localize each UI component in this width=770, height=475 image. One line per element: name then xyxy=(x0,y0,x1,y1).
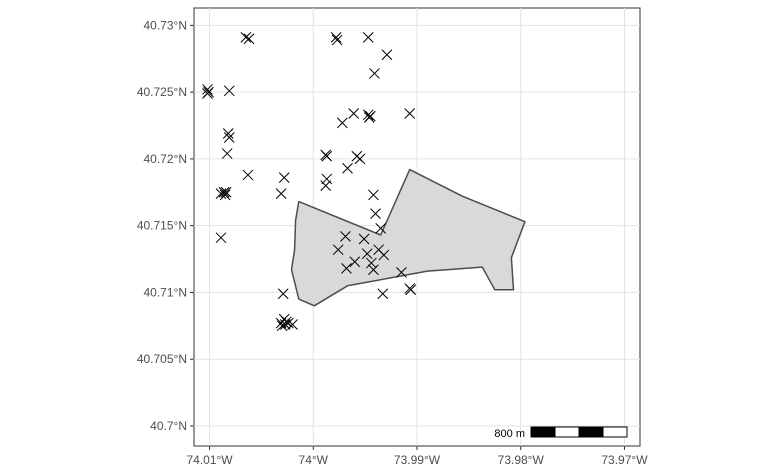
point-marker xyxy=(242,169,254,181)
point-marker xyxy=(405,284,417,296)
point-marker xyxy=(342,162,353,174)
y-tick-label: 40.73°N xyxy=(144,18,188,32)
point-marker xyxy=(321,150,333,162)
x-tick-label: 73.99°W xyxy=(394,453,441,467)
point-marker xyxy=(358,233,370,245)
point-marker xyxy=(330,32,342,43)
point-marker xyxy=(348,108,360,119)
point-marker xyxy=(222,128,234,139)
point-marker xyxy=(275,188,287,199)
x-tick-label: 73.97°W xyxy=(601,453,648,467)
scale-bar-segment xyxy=(530,426,556,438)
point-marker xyxy=(396,267,407,278)
point-marker xyxy=(243,33,255,45)
x-tick-label: 73.98°W xyxy=(498,453,545,467)
point-marker xyxy=(220,186,232,198)
point-marker xyxy=(283,317,294,329)
point-marker xyxy=(320,180,332,191)
point-marker xyxy=(361,248,373,260)
point-marker xyxy=(341,263,352,274)
point-marker xyxy=(202,84,213,95)
scale-bar-label: 800 m xyxy=(494,428,525,440)
point-marker xyxy=(368,264,379,276)
point-marker xyxy=(221,148,233,159)
y-tick-label: 40.725°N xyxy=(137,85,187,99)
point-marker xyxy=(354,153,366,165)
point-markers xyxy=(202,32,417,332)
y-tick-label: 40.7°N xyxy=(150,419,187,433)
scale-bar-segment xyxy=(578,426,604,438)
scale-bar-segment xyxy=(602,426,628,438)
point-marker xyxy=(340,230,351,242)
scale-bar-segment xyxy=(554,426,580,438)
point-marker xyxy=(362,32,374,43)
point-marker xyxy=(362,109,374,121)
point-marker xyxy=(378,249,390,261)
point-marker xyxy=(321,173,333,185)
y-tick-label: 40.715°N xyxy=(137,219,187,233)
y-tick-label: 40.72°N xyxy=(144,152,188,166)
point-marker xyxy=(370,208,381,219)
x-tick-label: 74°W xyxy=(299,453,329,467)
y-tick-label: 40.705°N xyxy=(137,352,187,366)
point-marker xyxy=(377,288,389,300)
scale-bar: 800 m xyxy=(494,426,628,440)
axes: 74.01°W 74°W 73.99°W 73.98°W 73.97°W 40.73°N 4… xyxy=(137,18,648,467)
point-marker xyxy=(223,132,235,143)
point-marker xyxy=(369,68,380,79)
point-marker xyxy=(202,88,213,99)
point-marker xyxy=(215,232,227,244)
point-marker xyxy=(277,288,289,300)
point-marker xyxy=(218,186,230,198)
point-marker xyxy=(278,172,290,183)
point-marker xyxy=(223,85,235,97)
point-marker xyxy=(287,319,298,330)
point-marker xyxy=(219,189,231,201)
point-marker xyxy=(280,316,292,328)
point-marker xyxy=(336,117,348,129)
point-marker xyxy=(368,189,379,201)
point-marker xyxy=(366,257,377,269)
point-marker xyxy=(332,244,344,256)
point-marker xyxy=(375,222,387,234)
point-marker xyxy=(381,49,393,61)
point-marker xyxy=(363,112,375,123)
x-tick-label: 74.01°W xyxy=(186,453,233,467)
point-marker xyxy=(404,108,416,119)
point-marker xyxy=(331,34,343,46)
y-tick-label: 40.71°N xyxy=(144,285,188,299)
point-marker xyxy=(349,256,361,268)
point-marker xyxy=(240,32,252,43)
